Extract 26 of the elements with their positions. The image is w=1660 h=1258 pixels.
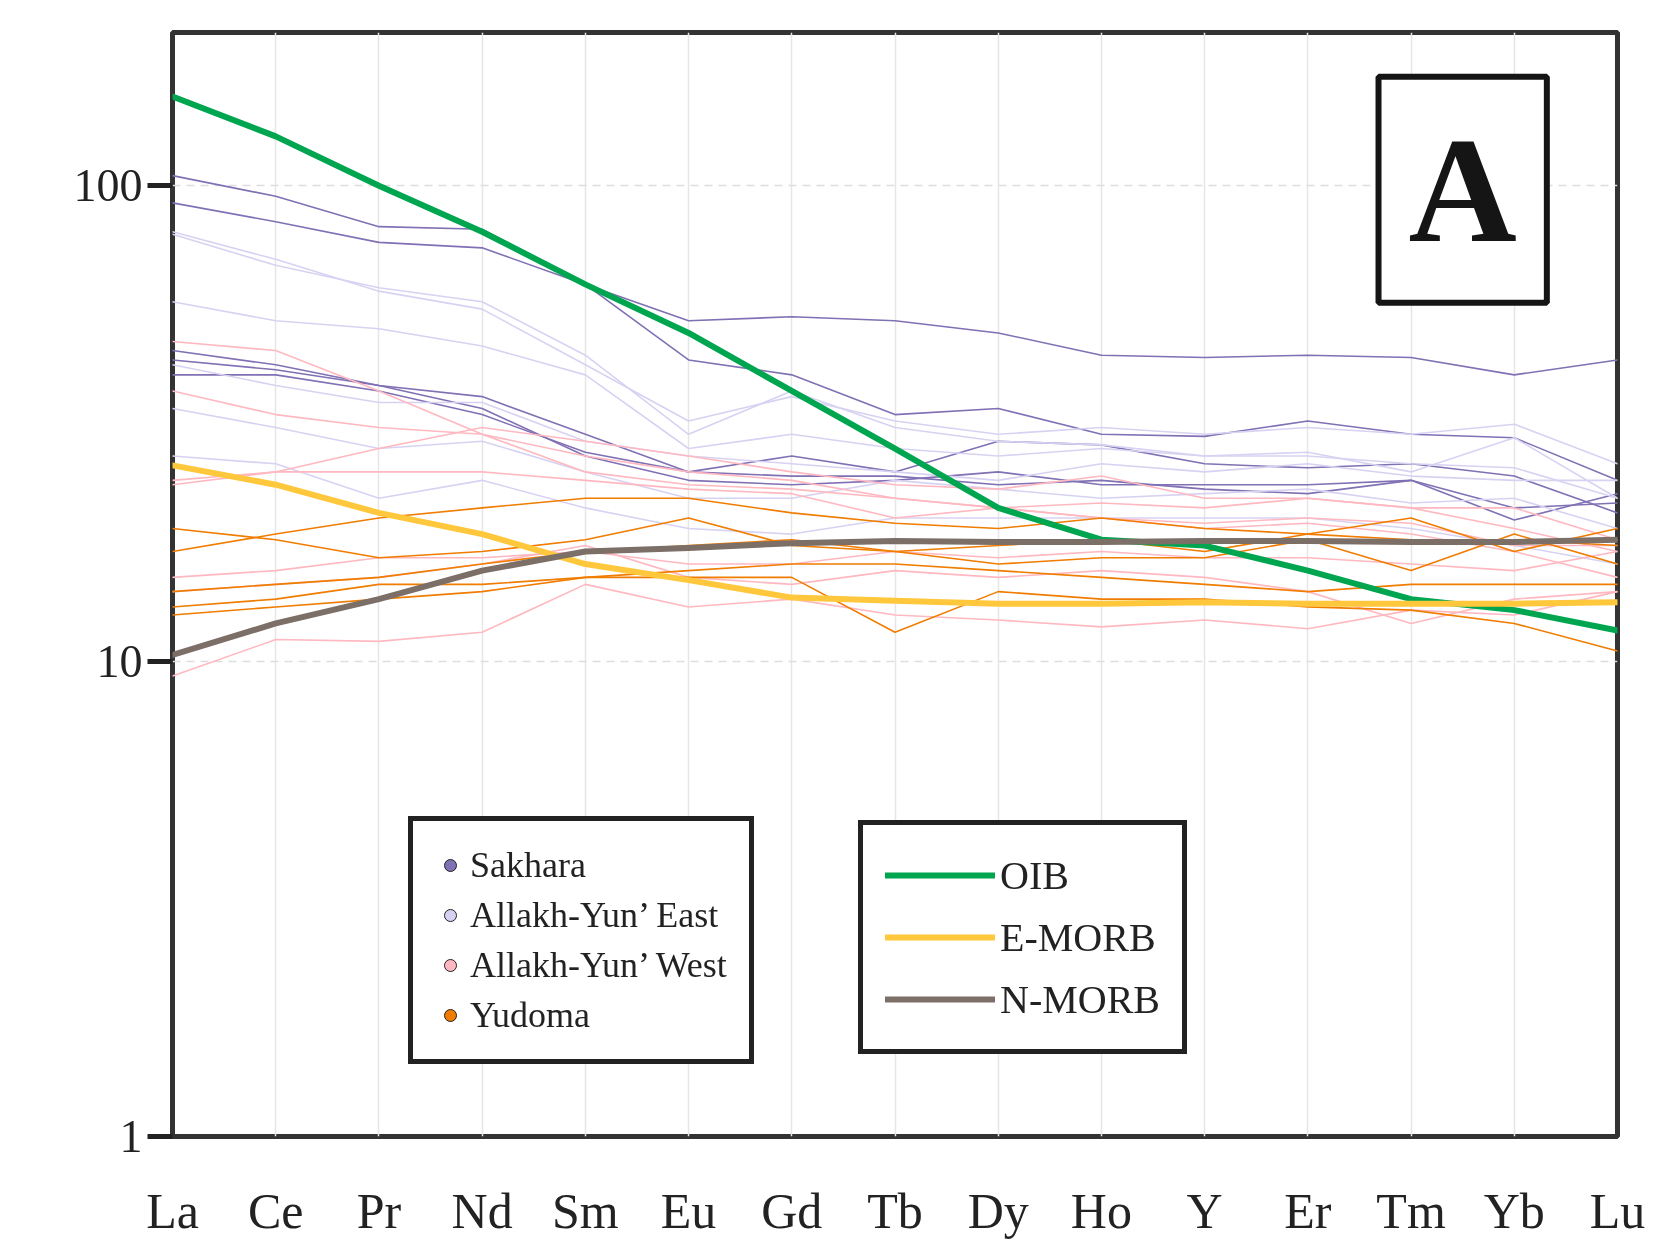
- x-tick-label: Sm: [552, 1182, 619, 1239]
- annotation: A: [1408, 106, 1517, 273]
- x-tick-label: Lu: [1589, 1182, 1646, 1239]
- x-tick-label: Dy: [967, 1182, 1029, 1239]
- legend-label: N-MORB: [1000, 975, 1161, 1024]
- legend-label: Allakh-Yun’ West: [470, 944, 727, 987]
- x-tick-label: Gd: [761, 1182, 823, 1239]
- x-tick-label: Ce: [247, 1182, 304, 1239]
- legend-label: Allakh-Yun’ East: [470, 894, 719, 937]
- x-tick-label: Yb: [1483, 1182, 1545, 1239]
- legend-label: E-MORB: [1000, 913, 1156, 962]
- y-tick-label: 100: [73, 160, 143, 212]
- x-tick-label: Ho: [1070, 1182, 1132, 1239]
- x-tick-label: Pr: [356, 1182, 402, 1239]
- x-tick-label: Y: [1186, 1182, 1223, 1239]
- legend-label: Yudoma: [470, 994, 590, 1037]
- x-tick-label: Nd: [451, 1182, 513, 1239]
- x-tick-label: Tb: [867, 1182, 923, 1239]
- x-tick-label: Er: [1284, 1182, 1332, 1239]
- y-tick-label: 10: [96, 635, 143, 687]
- x-tick-label: Tm: [1376, 1182, 1446, 1239]
- y-tick-label: 1: [119, 1111, 143, 1162]
- legend-label: OIB: [1000, 851, 1069, 900]
- legend-label: Sakhara: [470, 844, 586, 887]
- x-tick-label: Eu: [660, 1182, 717, 1239]
- x-tick-label: La: [146, 1182, 199, 1239]
